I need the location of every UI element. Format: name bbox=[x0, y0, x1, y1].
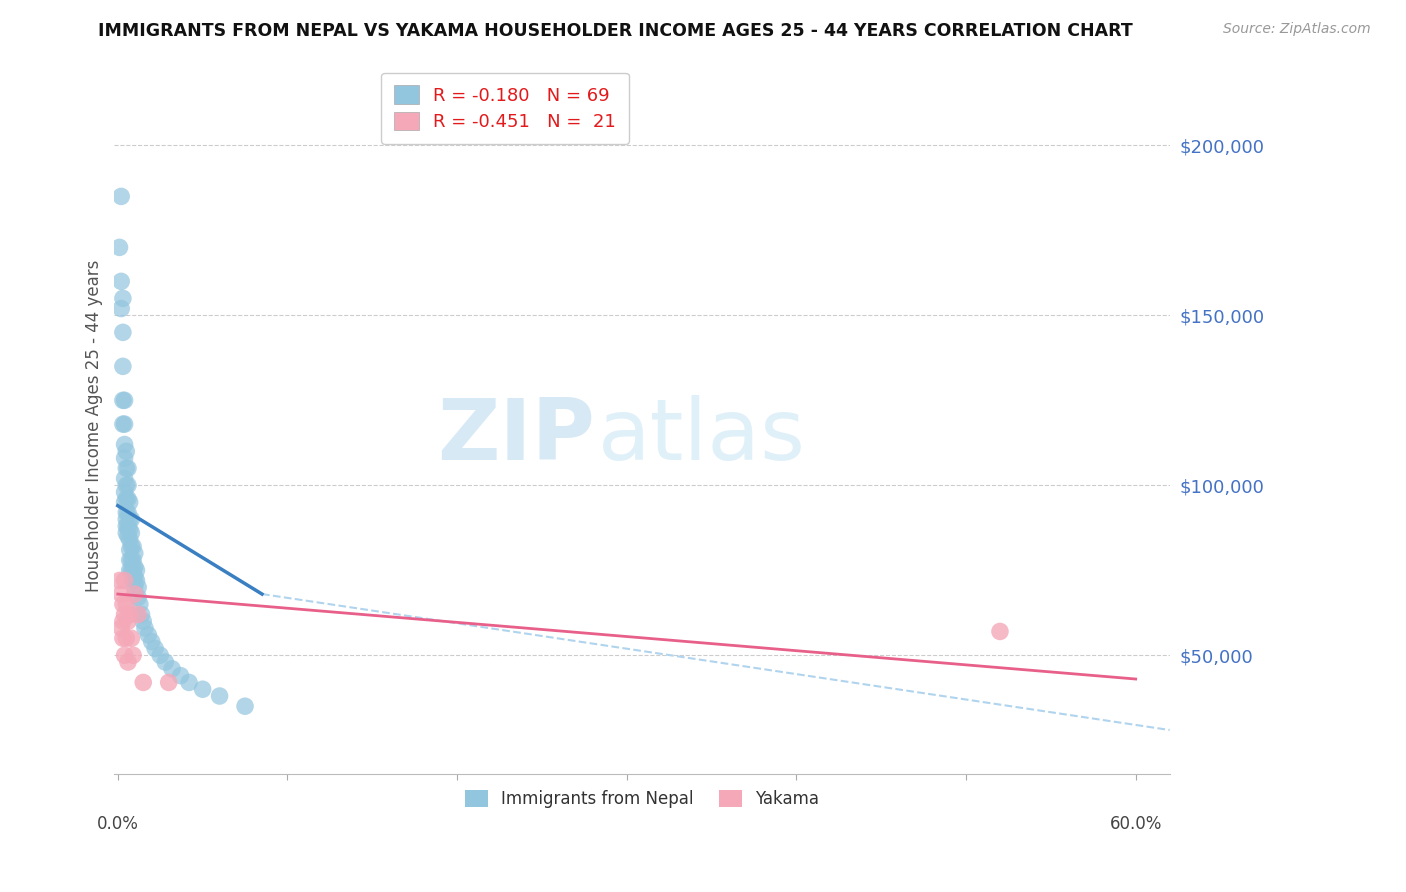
Point bbox=[117, 519, 139, 533]
Text: 60.0%: 60.0% bbox=[1109, 815, 1161, 833]
Point bbox=[117, 614, 139, 628]
Point bbox=[120, 525, 142, 540]
Point bbox=[117, 491, 139, 506]
Point bbox=[132, 675, 155, 690]
Point bbox=[115, 491, 138, 506]
Point bbox=[114, 437, 136, 451]
Point bbox=[124, 570, 146, 584]
Point bbox=[127, 580, 149, 594]
Point bbox=[131, 607, 153, 622]
Text: ZIP: ZIP bbox=[437, 395, 595, 478]
Point bbox=[115, 519, 138, 533]
Point bbox=[124, 546, 146, 560]
Point bbox=[120, 540, 142, 554]
Point bbox=[111, 632, 134, 646]
Point bbox=[125, 563, 148, 577]
Point bbox=[160, 662, 183, 676]
Point bbox=[115, 632, 138, 646]
Point bbox=[108, 240, 131, 254]
Point bbox=[124, 580, 146, 594]
Point bbox=[177, 675, 200, 690]
Point bbox=[117, 655, 139, 669]
Point bbox=[122, 540, 145, 554]
Point bbox=[127, 607, 149, 622]
Point bbox=[208, 689, 231, 703]
Point bbox=[134, 621, 156, 635]
Point bbox=[111, 614, 134, 628]
Point bbox=[114, 574, 136, 588]
Point bbox=[115, 506, 138, 520]
Point bbox=[118, 495, 141, 509]
Point bbox=[118, 512, 141, 526]
Point bbox=[124, 560, 146, 574]
Point bbox=[114, 471, 136, 485]
Point bbox=[117, 461, 139, 475]
Point bbox=[115, 597, 138, 611]
Point bbox=[114, 417, 136, 431]
Point bbox=[110, 301, 132, 316]
Point bbox=[108, 574, 131, 588]
Point bbox=[115, 478, 138, 492]
Point bbox=[122, 574, 145, 588]
Point bbox=[169, 668, 191, 682]
Point bbox=[122, 553, 145, 567]
Point bbox=[120, 553, 142, 567]
Point bbox=[111, 291, 134, 305]
Point bbox=[117, 478, 139, 492]
Point bbox=[114, 393, 136, 408]
Point bbox=[233, 699, 256, 714]
Point bbox=[118, 533, 141, 547]
Point bbox=[111, 597, 134, 611]
Point bbox=[143, 641, 166, 656]
Point bbox=[120, 563, 142, 577]
Y-axis label: Householder Income Ages 25 - 44 years: Householder Income Ages 25 - 44 years bbox=[86, 260, 103, 592]
Point bbox=[117, 506, 139, 520]
Point bbox=[157, 675, 180, 690]
Point bbox=[115, 444, 138, 458]
Point bbox=[114, 495, 136, 509]
Point bbox=[149, 648, 172, 663]
Point bbox=[127, 591, 149, 605]
Point bbox=[114, 607, 136, 622]
Point bbox=[124, 587, 146, 601]
Point bbox=[115, 461, 138, 475]
Point bbox=[110, 274, 132, 288]
Point bbox=[115, 525, 138, 540]
Point bbox=[114, 485, 136, 500]
Point bbox=[114, 648, 136, 663]
Point bbox=[111, 417, 134, 431]
Point bbox=[114, 451, 136, 466]
Point bbox=[141, 634, 163, 648]
Text: 0.0%: 0.0% bbox=[97, 815, 139, 833]
Point bbox=[125, 574, 148, 588]
Text: atlas: atlas bbox=[598, 395, 806, 478]
Point bbox=[191, 682, 214, 697]
Point bbox=[122, 563, 145, 577]
Point bbox=[118, 563, 141, 577]
Point bbox=[111, 326, 134, 340]
Text: Source: ZipAtlas.com: Source: ZipAtlas.com bbox=[1223, 22, 1371, 37]
Point bbox=[111, 359, 134, 374]
Point bbox=[118, 542, 141, 557]
Point bbox=[111, 393, 134, 408]
Point bbox=[155, 655, 177, 669]
Legend: Immigrants from Nepal, Yakama: Immigrants from Nepal, Yakama bbox=[458, 783, 827, 814]
Point bbox=[128, 597, 150, 611]
Point bbox=[120, 632, 142, 646]
Point bbox=[110, 621, 132, 635]
Point bbox=[118, 523, 141, 537]
Point bbox=[132, 614, 155, 628]
Point bbox=[110, 587, 132, 601]
Point bbox=[117, 529, 139, 543]
Point bbox=[120, 512, 142, 526]
Point bbox=[115, 512, 138, 526]
Point bbox=[118, 607, 141, 622]
Point bbox=[988, 624, 1011, 639]
Point bbox=[110, 189, 132, 203]
Point bbox=[138, 628, 160, 642]
Point bbox=[122, 648, 145, 663]
Text: IMMIGRANTS FROM NEPAL VS YAKAMA HOUSEHOLDER INCOME AGES 25 - 44 YEARS CORRELATIO: IMMIGRANTS FROM NEPAL VS YAKAMA HOUSEHOL… bbox=[98, 22, 1133, 40]
Point bbox=[118, 553, 141, 567]
